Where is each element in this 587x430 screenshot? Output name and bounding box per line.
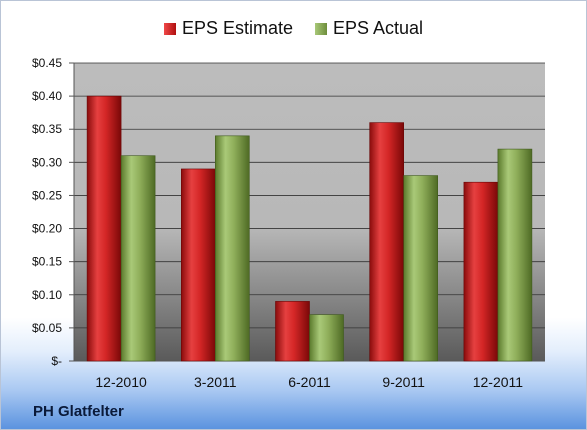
legend-item-estimate: EPS Estimate (163, 18, 293, 39)
x-tick-label: 12-2011 (473, 374, 524, 390)
bar-actual (403, 175, 439, 362)
y-tick-label: $0.30 (32, 155, 62, 169)
y-tick-label: $0.05 (32, 321, 62, 335)
legend-item-actual: EPS Actual (314, 18, 424, 39)
bar-estimate (463, 181, 499, 362)
y-tick-label: $0.10 (32, 288, 62, 302)
legend: EPS Estimate EPS Actual (1, 18, 586, 39)
legend-swatch-actual (314, 22, 327, 35)
y-tick-label: $0.40 (32, 89, 62, 103)
x-tick-label: 12-2010 (95, 374, 147, 390)
bar-actual (120, 155, 156, 362)
legend-label-actual: EPS Actual (332, 18, 424, 38)
bar-estimate (86, 95, 122, 362)
x-tick-label: 6-2011 (288, 374, 331, 390)
bar-actual (497, 148, 533, 362)
bar-estimate (369, 122, 405, 362)
bar-estimate (181, 168, 216, 362)
y-tick-label: $0.35 (32, 122, 62, 136)
y-tick-label: $0.25 (32, 188, 62, 202)
y-tick-label: $0.15 (32, 255, 62, 269)
y-tick-label: $- (51, 354, 62, 368)
legend-swatch-estimate (163, 22, 176, 35)
bar-actual (215, 135, 250, 362)
x-tick-label: 3-2011 (194, 374, 237, 390)
x-tick-label: 9-2011 (382, 374, 425, 390)
y-tick-label: $0.45 (32, 56, 62, 70)
legend-label-estimate: EPS Estimate (181, 18, 293, 38)
bar-estimate (275, 301, 310, 362)
bar-actual (309, 314, 344, 362)
y-tick-label: $0.20 (32, 222, 62, 236)
company-name: PH Glatfelter (33, 403, 124, 420)
